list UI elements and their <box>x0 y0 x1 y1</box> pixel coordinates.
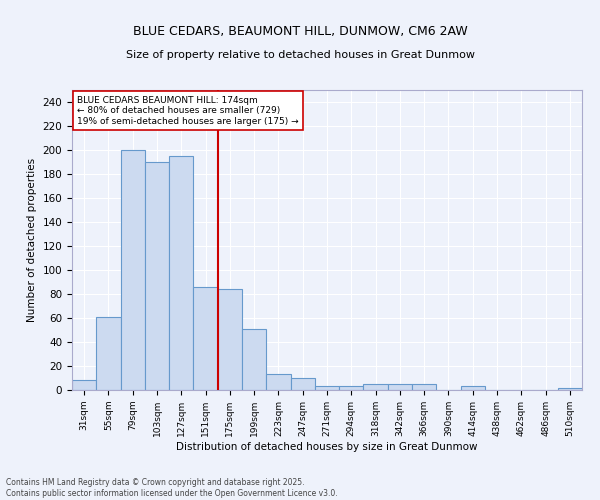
Text: BLUE CEDARS, BEAUMONT HILL, DUNMOW, CM6 2AW: BLUE CEDARS, BEAUMONT HILL, DUNMOW, CM6 … <box>133 25 467 38</box>
Bar <box>412 384 436 390</box>
Bar <box>315 386 339 390</box>
Bar <box>169 156 193 390</box>
Bar <box>558 388 582 390</box>
Bar <box>461 386 485 390</box>
Bar <box>388 384 412 390</box>
Text: Size of property relative to detached houses in Great Dunmow: Size of property relative to detached ho… <box>125 50 475 60</box>
Bar <box>96 317 121 390</box>
Text: BLUE CEDARS BEAUMONT HILL: 174sqm
← 80% of detached houses are smaller (729)
19%: BLUE CEDARS BEAUMONT HILL: 174sqm ← 80% … <box>77 96 299 126</box>
Bar <box>193 287 218 390</box>
X-axis label: Distribution of detached houses by size in Great Dunmow: Distribution of detached houses by size … <box>176 442 478 452</box>
Bar <box>364 384 388 390</box>
Bar <box>145 162 169 390</box>
Bar <box>121 150 145 390</box>
Y-axis label: Number of detached properties: Number of detached properties <box>27 158 37 322</box>
Text: Contains HM Land Registry data © Crown copyright and database right 2025.
Contai: Contains HM Land Registry data © Crown c… <box>6 478 338 498</box>
Bar <box>290 378 315 390</box>
Bar <box>72 380 96 390</box>
Bar <box>266 374 290 390</box>
Bar <box>339 386 364 390</box>
Bar <box>242 329 266 390</box>
Bar <box>218 289 242 390</box>
